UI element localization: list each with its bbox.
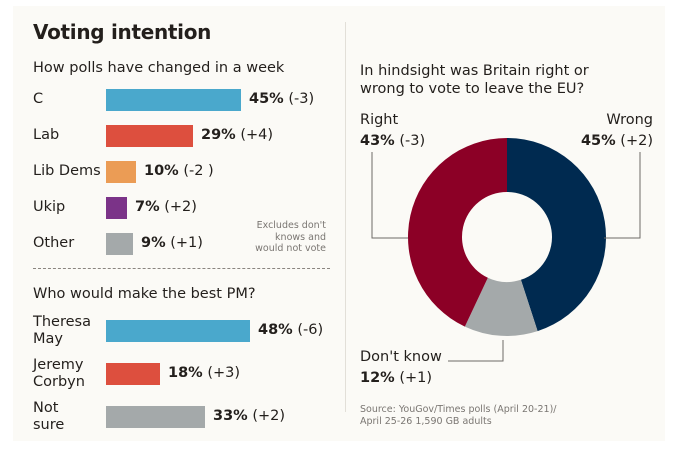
slice-value: 43% (-3) — [360, 131, 425, 152]
note-line: Excludes don't — [256, 220, 326, 231]
note-line: knows and — [275, 231, 326, 243]
bar-percent: 33% — [213, 408, 248, 424]
bar — [106, 320, 250, 342]
bar-label-line: Jeremy — [33, 357, 84, 373]
bar-label-line: Not — [33, 400, 59, 416]
source-note: Source: YouGov/Times polls (April 20-21)… — [360, 404, 556, 428]
slice-value: 45% (+2) — [581, 131, 653, 152]
bar — [106, 406, 205, 428]
slice-name: Wrong — [606, 112, 653, 128]
donut-slice-don-t-know — [464, 277, 538, 336]
bar-label: Jeremy Corbyn — [33, 357, 85, 391]
slice-name: Don't know — [360, 349, 442, 365]
bar-label: Not sure — [33, 400, 64, 434]
source-line: Source: YouGov/Times polls (April 20-21)… — [360, 404, 557, 415]
bar-value-label: 18% (+3) — [168, 365, 240, 381]
note-line: would not vote — [255, 243, 326, 254]
bar-label-line: Theresa — [33, 314, 91, 330]
bar — [106, 233, 133, 255]
bar-value-label: 45% (-3) — [249, 91, 314, 107]
bar-change: (-6) — [297, 322, 324, 338]
bar-percent: 18% — [168, 365, 203, 381]
donut-slice-right — [408, 138, 507, 327]
dont-know-leader-line — [448, 340, 504, 362]
bar-change: (+2) — [164, 199, 197, 215]
slice-change: (+1) — [399, 370, 433, 386]
bar-percent: 48% — [258, 322, 293, 338]
wrong-leader-line — [604, 152, 641, 239]
question-line: wrong to vote to leave the EU? — [360, 81, 585, 97]
bar-change: (+2) — [252, 408, 286, 424]
donut-slice-wrong — [507, 138, 607, 332]
bar-label: Lib Dems — [33, 163, 101, 179]
wrong-label: Wrong 45% (+2) — [581, 110, 653, 152]
bar-label: Theresa May — [33, 314, 91, 348]
bar-percent: 7% — [135, 199, 160, 215]
bar-change: (-2 ) — [183, 163, 214, 179]
slice-value: 12% (+1) — [360, 368, 442, 389]
dont-know-label: Don't know 12% (+1) — [360, 347, 442, 389]
bar-value-label: 9% (+1) — [141, 235, 203, 251]
bar-change: (-3) — [288, 91, 315, 107]
bar-change: (+3) — [207, 365, 241, 381]
bar — [106, 89, 241, 111]
bar-label: C — [33, 91, 44, 107]
column-divider — [345, 22, 346, 412]
right-leader-line — [371, 152, 408, 239]
bar-percent: 9% — [141, 235, 166, 251]
bar-percent: 29% — [201, 127, 236, 143]
slice-percent: 43% — [360, 133, 395, 149]
section-divider — [33, 268, 330, 269]
best-pm-subtitle: Who would make the best PM? — [33, 286, 256, 302]
bar-label-line: Corbyn — [33, 374, 85, 390]
bar-percent: 45% — [249, 91, 284, 107]
bar-change: (+4) — [240, 127, 274, 143]
question-line: In hindsight was Britain right or — [360, 63, 589, 79]
slice-name: Right — [360, 112, 399, 128]
bar-change: (+1) — [170, 235, 203, 251]
bar-value-label: 7% (+2) — [135, 199, 197, 215]
exclusion-note: Excludes don't knows and would not vote — [240, 220, 326, 255]
bar-label-line: May — [33, 331, 63, 347]
bar-value-label: 33% (+2) — [213, 408, 285, 424]
eu-question: In hindsight was Britain right or wrong … — [360, 62, 589, 98]
polls-subtitle: How polls have changed in a week — [33, 60, 285, 76]
bar — [106, 125, 193, 147]
bar-percent: 10% — [144, 163, 179, 179]
slice-percent: 45% — [580, 133, 616, 149]
bar-label: Other — [33, 235, 75, 251]
slice-change: (+2) — [620, 133, 653, 149]
bar-value-label: 48% (-6) — [258, 322, 323, 338]
bar-label: Ukip — [33, 199, 66, 215]
graphic-title: Voting intention — [33, 20, 212, 44]
right-label: Right 43% (-3) — [360, 110, 425, 152]
slice-change: (-3) — [399, 133, 426, 149]
bar-label: Lab — [33, 127, 60, 143]
bar — [106, 161, 136, 183]
bar — [106, 197, 127, 219]
slice-percent: 12% — [360, 370, 395, 386]
bar — [106, 363, 160, 385]
bar-value-label: 29% (+4) — [201, 127, 273, 143]
bar-label-line: sure — [33, 417, 65, 433]
bar-value-label: 10% (-2 ) — [144, 163, 214, 179]
source-line: April 25-26 1,590 GB adults — [360, 416, 492, 427]
